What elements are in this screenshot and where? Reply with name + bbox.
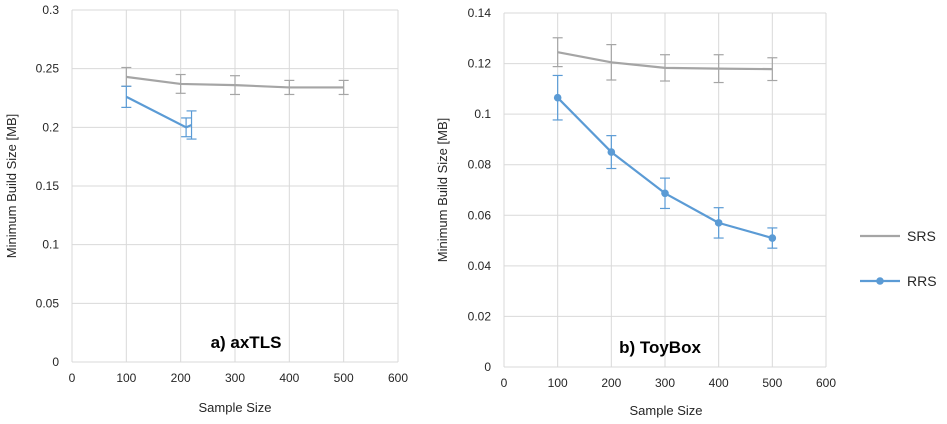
x-tick-label: 100 (548, 376, 568, 390)
y-tick-label: 0.06 (468, 208, 492, 222)
y-tick-label: 0.1 (474, 107, 491, 121)
y-tick-label: 0.1 (42, 238, 59, 252)
y-tick-label: 0.02 (468, 309, 492, 323)
data-point-rrs (661, 189, 669, 198)
series-line-srs (126, 75, 344, 89)
y-tick-label: 0.12 (468, 57, 492, 71)
x-tick-label: 0 (501, 376, 508, 390)
plot-area: 0 100 200 300 400 500 600 0 0.02 0.04 0.06 0.08 0.1 0… (468, 6, 837, 390)
legend: SRS RRS (860, 228, 937, 289)
x-tick-label: 600 (816, 376, 836, 390)
y-tick-label: 0 (52, 355, 59, 369)
y-tick-label: 0.05 (36, 296, 60, 310)
chart-panel-axtls: 0 100 200 300 400 500 600 0 0.05 0.1 0.15 0.2 0.25 0.… (4, 3, 408, 415)
series-rrs (121, 85, 197, 140)
x-tick-label: 300 (655, 376, 675, 390)
series-srs (552, 37, 778, 84)
series-line-srs (557, 51, 773, 71)
plot-area: 0 100 200 300 400 500 600 0 0.05 0.1 0.15 0.2 0.25 0.… (36, 3, 409, 385)
series-srs (121, 66, 349, 96)
legend-label-rrs: RRS (907, 273, 937, 289)
chart-title: b) ToyBox (619, 338, 701, 357)
x-tick-label: 600 (388, 371, 408, 385)
x-axis-label: Sample Size (199, 400, 272, 415)
x-axis-label: Sample Size (630, 403, 703, 418)
y-tick-label: 0.04 (468, 259, 492, 273)
x-tick-label: 200 (171, 371, 191, 385)
x-tick-label: 100 (116, 371, 136, 385)
data-point-rrs (553, 93, 562, 102)
chart-title: a) axTLS (211, 333, 282, 352)
data-point-rrs (714, 219, 723, 227)
data-point-rrs (607, 148, 616, 156)
series-rrs (552, 74, 778, 249)
y-tick-label: 0 (484, 360, 491, 374)
y-tick-label: 0.3 (42, 3, 59, 17)
y-tick-label: 0.08 (468, 158, 492, 172)
series-line-rrs (125, 95, 192, 129)
y-tick-label: 0.15 (36, 179, 60, 193)
x-tick-label: 0 (69, 371, 76, 385)
y-axis-label: Minimum Build Size [MB] (4, 114, 19, 258)
x-tick-label: 200 (601, 376, 621, 390)
y-tick-label: 0.14 (468, 6, 492, 20)
chart-panel-toybox: 0 100 200 300 400 500 600 0 0.02 0.04 0.06 0.08 0.1 0… (435, 6, 836, 418)
legend-label-srs: SRS (907, 228, 936, 244)
x-tick-label: 500 (334, 371, 354, 385)
data-point-rrs (768, 234, 777, 242)
legend-marker-rrs (876, 277, 884, 285)
x-tick-label: 400 (709, 376, 729, 390)
x-tick-label: 300 (225, 371, 245, 385)
x-tick-label: 400 (279, 371, 299, 385)
y-tick-label: 0.2 (42, 120, 59, 134)
y-tick-label: 0.25 (36, 62, 60, 76)
x-tick-label: 500 (762, 376, 782, 390)
y-axis-label: Minimum Build Size [MB] (435, 118, 450, 262)
